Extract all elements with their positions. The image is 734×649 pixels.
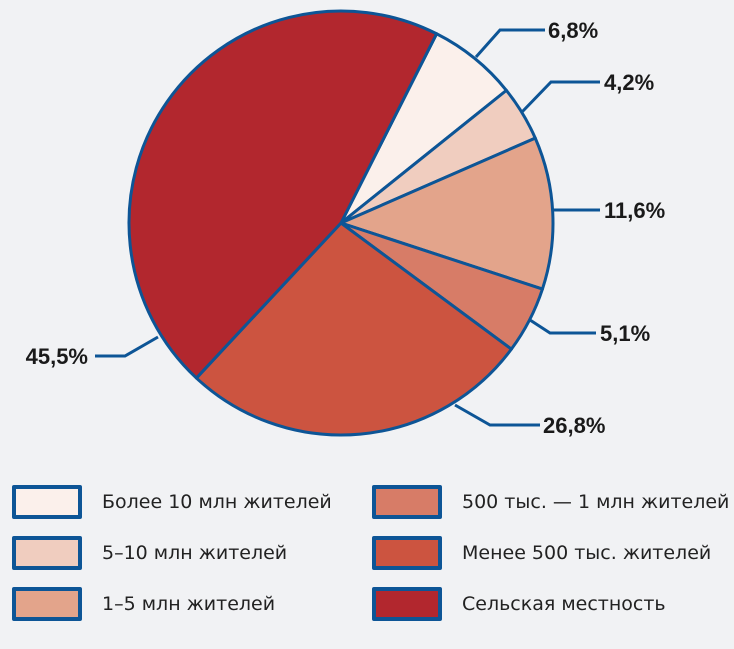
legend-item: 5–10 млн жителей (12, 536, 288, 570)
legend-swatch (12, 587, 82, 621)
legend-label: Менее 500 тыс. жителей (462, 542, 712, 564)
legend-swatch (12, 485, 82, 519)
legend-label: Сельская местность (462, 593, 666, 615)
data-label: 26,8% (543, 413, 605, 438)
legend-label: 5–10 млн жителей (102, 542, 288, 564)
legend-label: 500 тыс. — 1 млн жителей (462, 491, 730, 513)
leader-line (529, 318, 596, 335)
legend-swatch (372, 587, 442, 621)
pie-slice (194, 221, 513, 437)
pie-slice (127, 9, 439, 380)
legend-label: Более 10 млн жителей (102, 491, 332, 513)
data-label: 11,6% (604, 198, 665, 223)
legend-item: Сельская местность (372, 587, 666, 621)
legend-item: Более 10 млн жителей (12, 485, 332, 519)
pie-chart-svg: 6,8% 4,2% 11,6% 5,1% 26,8% 45,5% (26, 9, 665, 438)
data-label: 5,1% (600, 321, 650, 346)
data-label: 45,5% (26, 344, 88, 369)
legend-item: 500 тыс. — 1 млн жителей (372, 485, 730, 519)
legend-swatch (372, 485, 442, 519)
legend-item: Менее 500 тыс. жителей (372, 536, 712, 570)
leader-line (474, 28, 545, 58)
legend-swatch (372, 536, 442, 570)
pie-slice (339, 136, 555, 291)
legend-item: 1–5 млн жителей (12, 587, 276, 621)
leader-line (95, 335, 159, 358)
legend-label: 1–5 млн жителей (102, 593, 276, 615)
data-label: 4,2% (604, 70, 654, 95)
legend-swatch (12, 536, 82, 570)
leader-line (520, 80, 600, 114)
data-label: 6,8% (548, 18, 598, 43)
leader-line (454, 403, 540, 427)
